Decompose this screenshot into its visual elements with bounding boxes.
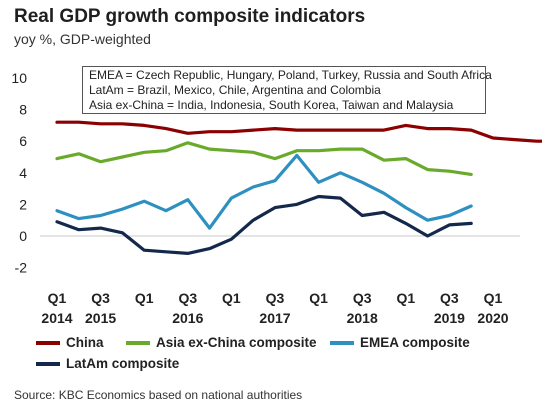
x-tick-year: 2014: [41, 310, 72, 326]
series-line-china: [55, 120, 542, 143]
x-tick-quarter: Q1: [396, 290, 415, 306]
definitions-box: EMEA = Czech Republic, Hungary, Poland, …: [82, 66, 492, 114]
legend-item-emea: EMEA composite: [330, 335, 470, 350]
x-tick-year: 2015: [85, 310, 116, 326]
legend-label-latam: LatAm composite: [66, 356, 180, 371]
legend-item-china: China: [36, 335, 104, 350]
legend-label-emea: EMEA composite: [360, 335, 470, 350]
x-tick-year: 2019: [434, 310, 465, 326]
x-tick-quarter: Q1: [135, 290, 154, 306]
y-tick-label: 4: [19, 165, 27, 181]
x-tick-quarter: Q1: [48, 290, 67, 306]
x-tick-year: 2016: [172, 310, 203, 326]
y-tick-label: 2: [19, 196, 27, 212]
legend-swatch-asia: [126, 340, 150, 345]
y-tick-label: 8: [19, 102, 27, 118]
x-tick-quarter: Q3: [353, 290, 372, 306]
x-tick-quarter: Q3: [91, 290, 110, 306]
x-tick-quarter: Q1: [222, 290, 241, 306]
chart-subtitle: yoy %, GDP-weighted: [14, 31, 151, 47]
x-tick-year: 2017: [259, 310, 290, 326]
x-tick-quarter: Q1: [484, 290, 503, 306]
series-line-latam-composite: [55, 194, 473, 255]
y-tick-label: 6: [19, 133, 27, 149]
x-tick-quarter: Q3: [178, 290, 197, 306]
x-tick-quarter: Q1: [309, 290, 328, 306]
legend-label-asia: Asia ex-China composite: [156, 335, 317, 350]
y-tick-label: 0: [19, 228, 27, 244]
series-line-asia-ex-china-composite: [55, 141, 473, 176]
y-tick-label: 10: [11, 70, 27, 86]
note-asia: Asia ex-China = India, Indonesia, South …: [89, 98, 454, 112]
chart-title: Real GDP growth composite indicators: [14, 6, 366, 27]
legend-label-china: China: [66, 335, 104, 350]
legend-item-latam: LatAm composite: [36, 356, 179, 371]
x-tick-year: 2020: [477, 310, 508, 326]
series-line-emea-composite: [55, 153, 473, 230]
x-tick-year: 2018: [347, 310, 378, 326]
y-tick-label: -2: [15, 260, 28, 276]
legend-swatch-china: [36, 340, 60, 345]
x-tick-quarter: Q3: [440, 290, 459, 306]
note-latam: LatAm = Brazil, Mexico, Chile, Argentina…: [89, 83, 381, 97]
source-note: Source: KBC Economics based on national …: [14, 388, 303, 402]
x-tick-quarter: Q3: [266, 290, 285, 306]
note-emea: EMEA = Czech Republic, Hungary, Poland, …: [89, 68, 492, 82]
legend-swatch-emea: [330, 340, 354, 345]
legend-swatch-latam: [36, 361, 60, 366]
legend-item-asia: Asia ex-China composite: [126, 335, 317, 350]
